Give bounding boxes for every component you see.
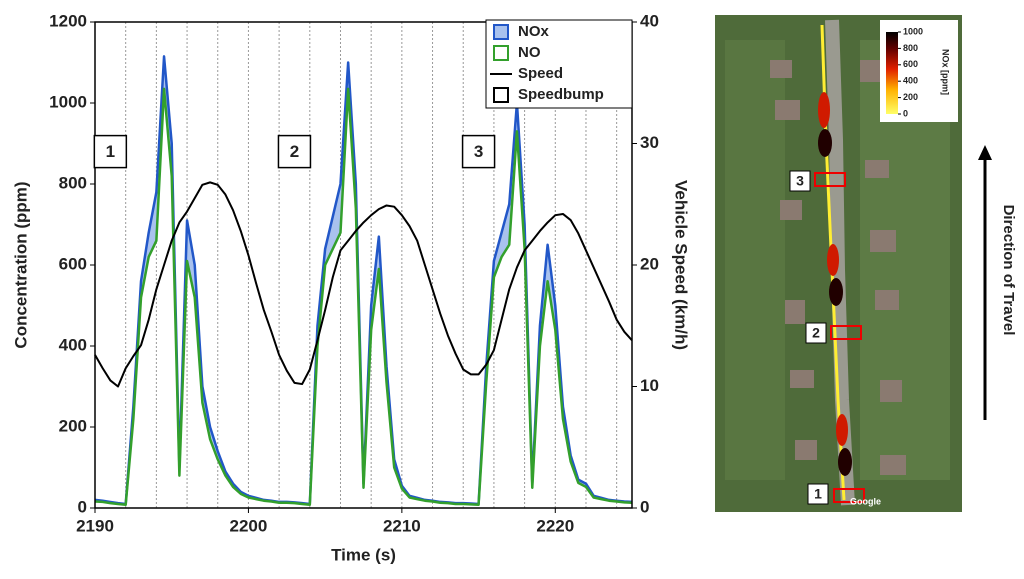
legend-label: Speedbump bbox=[518, 86, 604, 103]
y2-tick-label: 10 bbox=[640, 376, 659, 395]
x-axis-label: Time (s) bbox=[331, 545, 396, 564]
speedbump-marker bbox=[461, 134, 496, 169]
y-tick-label: 600 bbox=[59, 254, 87, 273]
y2-tick-label: 20 bbox=[640, 254, 659, 273]
colorbar-tick-label: 400 bbox=[903, 76, 918, 86]
y-tick-label: 200 bbox=[59, 416, 87, 435]
colorbar-tick-label: 600 bbox=[903, 59, 918, 69]
colorbar-tick-label: 1000 bbox=[903, 26, 923, 36]
map-marker-label: 2 bbox=[812, 325, 820, 341]
speedbump-label: 3 bbox=[474, 142, 483, 161]
direction-label: Direction of Travel bbox=[1000, 205, 1017, 336]
colorbar-tick-label: 200 bbox=[903, 92, 918, 102]
map-houses bbox=[770, 60, 906, 475]
map-marker-label: 1 bbox=[814, 486, 822, 502]
y2-tick-label: 40 bbox=[640, 11, 659, 30]
x-tick-label: 2220 bbox=[536, 516, 574, 535]
map-marker: 2 bbox=[805, 322, 827, 344]
map: 3 2 1 Google NOx [ppm] bbox=[715, 15, 962, 512]
y2-axis-label: Vehicle Speed (km/h) bbox=[672, 180, 691, 350]
map-hotspots bbox=[818, 92, 852, 476]
legend-box bbox=[485, 19, 633, 109]
legend-swatch bbox=[493, 45, 509, 61]
y-axis-label: Concentration (ppm) bbox=[11, 181, 30, 348]
map-credit: Google bbox=[850, 496, 881, 506]
y2-tick-label: 30 bbox=[640, 133, 659, 152]
speedbump-marker bbox=[93, 134, 128, 169]
y-tick-label: 1000 bbox=[49, 92, 87, 111]
speedbump-box bbox=[830, 325, 862, 340]
series-line bbox=[94, 181, 633, 388]
legend-swatch bbox=[493, 87, 509, 103]
speedbump-box bbox=[833, 488, 865, 503]
direction-arrowhead bbox=[978, 145, 992, 160]
series-line bbox=[94, 87, 633, 507]
map-marker: 3 bbox=[789, 170, 811, 192]
speedbump-label: 2 bbox=[290, 142, 299, 161]
y2-tick-label: 0 bbox=[640, 497, 649, 516]
map-marker-label: 3 bbox=[796, 173, 804, 189]
x-tick-label: 2210 bbox=[383, 516, 421, 535]
colorbar bbox=[886, 32, 898, 114]
y-tick-label: 1200 bbox=[49, 11, 87, 30]
y-tick-label: 0 bbox=[78, 497, 87, 516]
speedbump-marker bbox=[277, 134, 312, 169]
map-marker: 1 bbox=[807, 483, 829, 505]
speedbump-box bbox=[814, 172, 846, 187]
colorbar-tick-label: 800 bbox=[903, 43, 918, 53]
legend-label: NO bbox=[518, 44, 541, 61]
colorbar-label: NOx [ppm] bbox=[941, 49, 951, 95]
x-tick-label: 2200 bbox=[230, 516, 268, 535]
colorbar-tick-label: 0 bbox=[903, 108, 908, 118]
y-tick-label: 400 bbox=[59, 335, 87, 354]
legend-swatch bbox=[493, 24, 509, 40]
y-tick-label: 800 bbox=[59, 173, 87, 192]
legend-label: NOx bbox=[518, 23, 550, 40]
speedbump-label: 1 bbox=[106, 142, 115, 161]
x-tick-label: 2190 bbox=[76, 516, 114, 535]
legend-label: Speed bbox=[518, 65, 563, 82]
